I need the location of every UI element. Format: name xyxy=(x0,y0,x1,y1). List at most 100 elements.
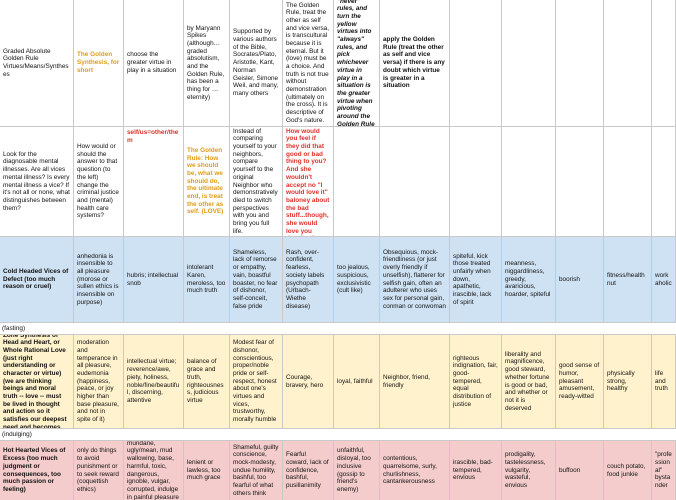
cell[interactable]: boorish xyxy=(556,237,604,322)
cell[interactable] xyxy=(450,127,502,236)
cell-text: meanness, niggardliness, greedy, avarici… xyxy=(505,260,551,299)
cell[interactable] xyxy=(502,127,556,236)
cell[interactable]: good sense of humor, pleasant amusement,… xyxy=(556,335,604,428)
cell[interactable] xyxy=(556,0,604,126)
cell-text: Shameless, lack of remorse or empathy, v… xyxy=(233,248,278,310)
cell[interactable]: physically strong, healthy xyxy=(604,335,652,428)
cell[interactable]: prodigality, tastelessness, vulgarity, w… xyxy=(502,441,556,500)
cell-text: contentious, quarrelsome, surly, churlis… xyxy=(383,455,437,486)
cell[interactable]: "professional" bystander xyxy=(652,441,676,500)
cell-text: couch potato, food junkie xyxy=(607,462,646,478)
cell-text: self/us=other/them xyxy=(127,129,179,144)
cell-text: lenient or lawless, too much grace xyxy=(187,458,221,482)
cell[interactable]: How would or should the answer to that q… xyxy=(74,127,124,236)
cell[interactable]: workaholic xyxy=(652,237,676,322)
cell-text: liberality and magnificence, good stewar… xyxy=(505,350,550,412)
cell[interactable]: irascible, bad-tempered, envious xyxy=(450,441,502,500)
cell[interactable]: Cold Headed Vices of Defect (too much re… xyxy=(0,237,74,322)
cell[interactable]: liberality and magnificence, good stewar… xyxy=(502,335,556,428)
cell[interactable] xyxy=(604,127,652,236)
cell-text: moderation and temperance in all pleasur… xyxy=(77,339,119,424)
table-row: (fasting) xyxy=(0,323,676,335)
cell[interactable]: righteous indignation, fair, good-temper… xyxy=(450,335,502,428)
cell[interactable]: Graded Absolute Golden Rule Virtues/Mean… xyxy=(0,0,74,126)
cell-text: Rash, over-confident, fearless, society … xyxy=(286,248,325,310)
cell-text: intellectual virtue; reverence/awe, piet… xyxy=(127,358,180,404)
cell[interactable]: buffoon xyxy=(556,441,604,500)
cell[interactable]: meanness, niggardliness, greedy, avarici… xyxy=(502,237,556,322)
cell[interactable]: anhedonia is insensible to all pleasure … xyxy=(74,237,124,322)
cell[interactable] xyxy=(556,127,604,236)
cell[interactable]: (fasting) xyxy=(2,323,25,334)
cell[interactable]: The Golden Rule, treat the other as self… xyxy=(283,0,334,126)
cell[interactable]: apply the Golden Rule (treat the other a… xyxy=(380,0,450,126)
cell[interactable]: The Golden Rule: How we should be, what … xyxy=(184,127,230,236)
cell[interactable]: Instead of comparing yourself to your ne… xyxy=(230,127,283,236)
cell[interactable]: Shameless, lack of remorse or empathy, v… xyxy=(230,237,283,322)
cell-text: Modest fear of dishonor, conscientious, … xyxy=(233,339,277,424)
cell-text: The Golden Synthesis, for short xyxy=(77,51,120,74)
cell-text: Graded Absolute Golden Rule Virtues/Mean… xyxy=(3,47,69,78)
cell[interactable]: mundane, ugly/mean, mud wallowing, base,… xyxy=(124,441,184,500)
cell[interactable]: unfaithful, disloyal, too inclusive (gos… xyxy=(334,441,380,500)
cell-text: choose the greater virtue in play in a s… xyxy=(127,51,177,74)
cell[interactable] xyxy=(380,127,450,236)
cell[interactable]: self/us=other/them xyxy=(124,127,184,236)
cell[interactable]: only do things to avoid punishment or to… xyxy=(74,441,124,500)
cell[interactable]: couch potato, food junkie xyxy=(604,441,652,500)
cell[interactable] xyxy=(334,127,380,236)
cell-text: good sense of humor, pleasant amusement,… xyxy=(559,362,600,401)
cell-text: How would or should the answer to that q… xyxy=(77,143,119,220)
cell-text: boorish xyxy=(559,275,580,283)
cell[interactable]: Turn the blue and red vices into "never"… xyxy=(334,0,380,126)
cell[interactable]: Supported by various authors of the Bibl… xyxy=(230,0,283,126)
cell[interactable]: intellectual virtue; reverence/awe, piet… xyxy=(124,335,184,428)
cell[interactable]: Obsequious, mock-friendliness (or just o… xyxy=(380,237,450,322)
cell-text: apply the Golden Rule (treat the other a… xyxy=(383,36,445,90)
cell-text: only do things to avoid punishment or to… xyxy=(77,447,119,493)
cell-text: anhedonia is insensible to all pleasure … xyxy=(77,252,119,306)
cell[interactable] xyxy=(450,0,502,126)
cell[interactable]: intolerant Karen, meroless, too much tru… xyxy=(184,237,230,322)
cell-text: (fasting) xyxy=(2,324,26,332)
cell[interactable]: by Maryann Spikes (although… graded abso… xyxy=(184,0,230,126)
cell[interactable]: Goldilocks (Golden) Zone Synthesis of He… xyxy=(0,335,74,428)
cell-text: by Maryann Spikes (although… graded abso… xyxy=(187,24,225,101)
cell[interactable] xyxy=(604,0,652,126)
cell[interactable]: Courage, bravery, hero xyxy=(283,335,334,428)
cell[interactable] xyxy=(652,127,676,236)
cell-text: righteous indignation, fair, good-temper… xyxy=(453,354,498,408)
table-row: Hot Hearted Vices of Excess (too much ju… xyxy=(0,441,676,500)
cell[interactable]: (indulging) xyxy=(2,429,32,440)
cell-text: Neighbor, friend, friendly xyxy=(383,373,430,389)
cell[interactable]: Fearful coward, lack of confidence, bash… xyxy=(283,441,334,500)
cell[interactable]: moderation and temperance in all pleasur… xyxy=(74,335,124,428)
cell[interactable]: Shameful, guilty conscience, mock-modest… xyxy=(230,441,283,500)
cell[interactable]: loyal, faithful xyxy=(334,335,380,428)
cell[interactable]: Neighbor, friend, friendly xyxy=(380,335,450,428)
cell[interactable] xyxy=(652,0,676,126)
cell[interactable]: hubris; intellectual snob xyxy=(124,237,184,322)
cell[interactable]: The Golden Synthesis, for short xyxy=(74,0,124,126)
cell-text: (indulging) xyxy=(2,430,32,438)
cell[interactable]: balance of grace and truth, righteousnes… xyxy=(184,335,230,428)
cell[interactable]: spiteful, kick those treated unfairly wh… xyxy=(450,237,502,322)
cell[interactable]: life and truth xyxy=(652,335,676,428)
cell-text: loyal, faithful xyxy=(337,377,373,385)
cell[interactable]: lenient or lawless, too much grace xyxy=(184,441,230,500)
table-row: Cold Headed Vices of Defect (too much re… xyxy=(0,237,676,323)
cell[interactable]: Rash, over-confident, fearless, society … xyxy=(283,237,334,322)
cell[interactable]: Look for the diagnosable mental illnesse… xyxy=(0,127,74,236)
cell-text: The Golden Rule, treat the other as self… xyxy=(286,1,329,124)
cell[interactable]: choose the greater virtue in play in a s… xyxy=(124,0,184,126)
cell[interactable]: Hot Hearted Vices of Excess (too much ju… xyxy=(0,441,74,500)
cell-text: mundane, ugly/mean, mud wallowing, base,… xyxy=(127,441,179,500)
cell[interactable]: fitness/health nut xyxy=(604,237,652,322)
cell-text: Look for the diagnosable mental illnesse… xyxy=(3,150,70,212)
cell[interactable]: Modest fear of dishonor, conscientious, … xyxy=(230,335,283,428)
cell[interactable] xyxy=(502,0,556,126)
cell[interactable]: too jealous, suspicious, exclusivistic (… xyxy=(334,237,380,322)
cell[interactable]: contentious, quarrelsome, surly, churlis… xyxy=(380,441,450,500)
